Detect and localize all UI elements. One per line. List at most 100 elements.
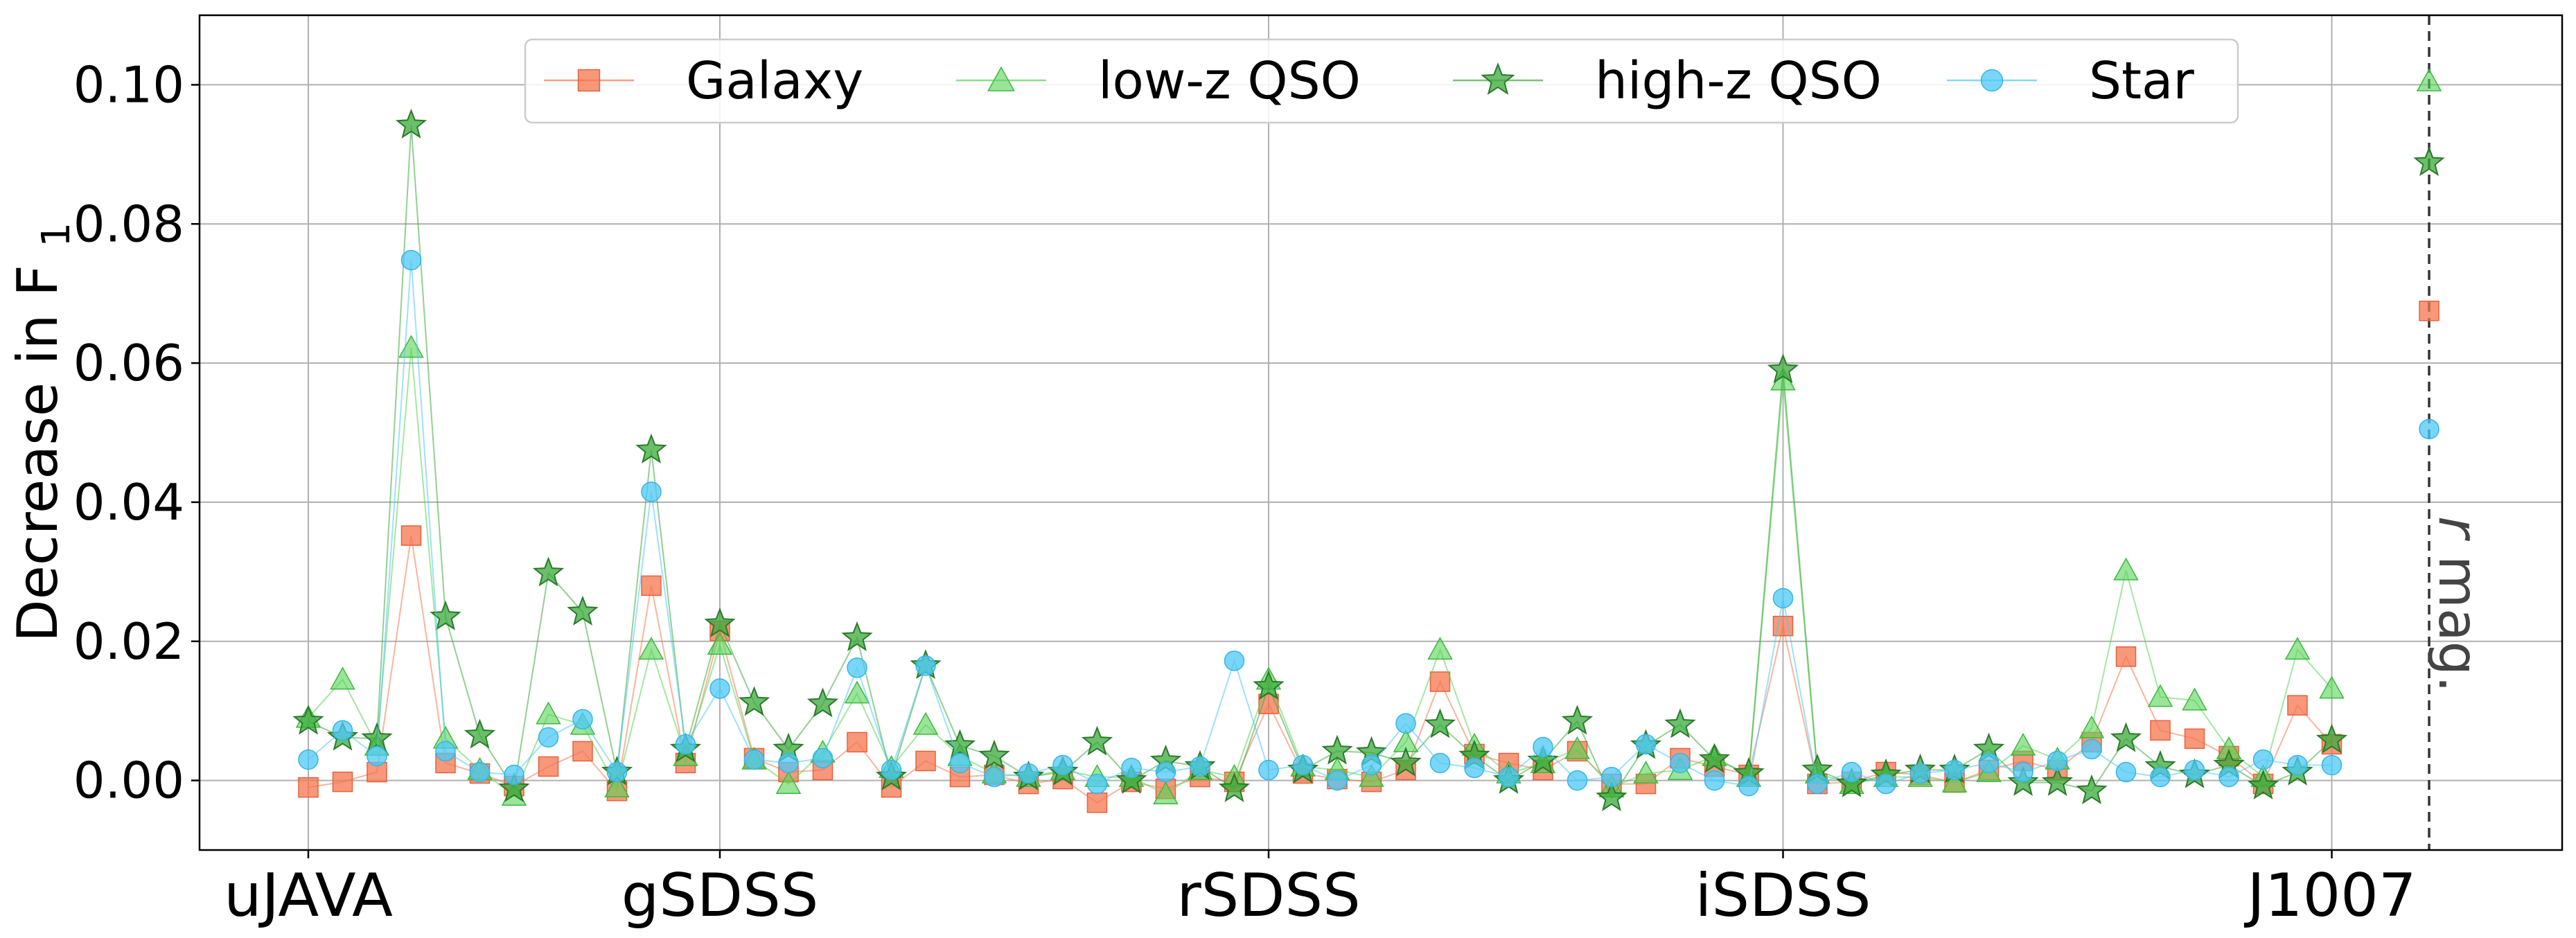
data-point bbox=[2081, 738, 2102, 760]
data-point bbox=[538, 756, 559, 777]
data-point bbox=[361, 722, 393, 752]
data-point bbox=[778, 752, 799, 774]
data-point bbox=[1498, 766, 1519, 788]
data-point bbox=[1807, 773, 1828, 795]
data-point bbox=[604, 775, 630, 797]
data-point bbox=[1427, 637, 1453, 660]
data-point bbox=[606, 761, 628, 783]
data-point bbox=[2041, 766, 2074, 796]
data-point bbox=[1153, 781, 1179, 805]
data-point bbox=[498, 772, 530, 802]
data-point bbox=[1327, 770, 1348, 791]
y-axis-label-subscript: 1 bbox=[34, 222, 79, 247]
data-point bbox=[1224, 651, 1245, 671]
data-point bbox=[2321, 754, 2343, 776]
data-point bbox=[1876, 773, 1896, 795]
data-point bbox=[2150, 766, 2171, 788]
data-point bbox=[292, 705, 324, 735]
data-point bbox=[812, 747, 833, 769]
data-point bbox=[1395, 713, 1416, 734]
data-point bbox=[367, 745, 387, 767]
data-point bbox=[806, 687, 839, 718]
data-point bbox=[775, 771, 802, 794]
series-star bbox=[298, 249, 2343, 797]
data-point bbox=[435, 741, 456, 762]
data-point bbox=[2218, 766, 2239, 788]
data-point bbox=[1941, 770, 1968, 793]
data-point bbox=[2110, 722, 2142, 752]
data-point bbox=[1767, 353, 1799, 384]
data-point bbox=[1292, 754, 1314, 776]
data-point bbox=[504, 764, 524, 786]
data-point bbox=[464, 718, 496, 749]
legend-label: Star bbox=[2089, 51, 2194, 111]
r-mag-point bbox=[2416, 68, 2442, 91]
data-point bbox=[572, 741, 593, 762]
data-point bbox=[915, 750, 936, 772]
data-point bbox=[1601, 766, 1622, 788]
legend-box bbox=[524, 38, 2239, 124]
legend-entry: high-z QSO bbox=[1453, 51, 1882, 111]
data-point bbox=[1115, 763, 1147, 794]
y-axis-label-text: Decrease in F bbox=[6, 265, 70, 642]
data-point bbox=[2182, 687, 2207, 711]
data-point bbox=[1359, 764, 1384, 787]
series-low-z-qso bbox=[295, 335, 2345, 806]
x-tick-label: iSDSS bbox=[1695, 861, 1871, 930]
data-point bbox=[1190, 756, 1210, 777]
series-high-z-qso bbox=[292, 108, 2348, 811]
r-mag-point bbox=[2419, 418, 2440, 440]
legend-label: high-z QSO bbox=[1595, 51, 1882, 111]
data-point bbox=[709, 678, 730, 699]
data-point bbox=[2079, 715, 2105, 738]
data-point bbox=[2247, 769, 2279, 799]
data-point bbox=[1978, 752, 2000, 774]
data-point bbox=[841, 621, 873, 651]
data-point bbox=[944, 729, 976, 759]
data-point bbox=[400, 525, 422, 546]
data-point bbox=[2150, 720, 2171, 741]
data-point bbox=[1258, 759, 1279, 781]
data-point bbox=[1361, 754, 1382, 776]
x-tick-label: rSDSS bbox=[1176, 861, 1360, 930]
legend: Galaxy low-z QSO high-z QSO Star bbox=[524, 38, 2239, 124]
data-point bbox=[1738, 775, 1759, 797]
data-point bbox=[1944, 759, 1965, 781]
data-point bbox=[1390, 746, 1422, 777]
legend-marker bbox=[987, 66, 1015, 91]
data-point bbox=[1086, 773, 1108, 795]
series-layer bbox=[292, 108, 2348, 813]
data-point bbox=[1704, 770, 1725, 791]
data-point bbox=[844, 680, 870, 704]
data-point bbox=[1321, 734, 1353, 765]
data-point bbox=[332, 720, 353, 741]
y-tick-label: 0.10 bbox=[73, 55, 184, 114]
data-point bbox=[2147, 684, 2173, 707]
data-point bbox=[2010, 732, 2036, 756]
y-axis-label: Decrease in F 1 bbox=[6, 222, 79, 642]
data-point bbox=[1155, 761, 1176, 783]
x-axis: uJAVA gSDSS rSDSS iSDSS J1007 bbox=[224, 850, 2417, 930]
data-point bbox=[912, 711, 939, 735]
legend-entry: Star bbox=[1947, 51, 2194, 111]
y-axis: 0.00 0.02 0.04 0.06 0.08 0.10 bbox=[73, 55, 200, 810]
series-line bbox=[308, 125, 2333, 799]
data-point bbox=[398, 335, 424, 358]
data-point bbox=[675, 734, 696, 755]
data-point bbox=[395, 108, 427, 139]
data-point bbox=[536, 701, 561, 725]
x-tick-label: uJAVA bbox=[224, 861, 393, 930]
data-point bbox=[298, 749, 319, 770]
data-point bbox=[978, 739, 1010, 770]
data-point bbox=[641, 575, 662, 596]
data-point bbox=[1533, 736, 1553, 758]
data-point bbox=[1567, 770, 1588, 791]
data-point bbox=[1909, 763, 1931, 784]
legend-marker bbox=[577, 69, 601, 92]
data-point bbox=[2184, 759, 2205, 781]
y-tick-label: 0.02 bbox=[73, 612, 184, 671]
data-point bbox=[430, 600, 461, 630]
data-point bbox=[2115, 646, 2137, 667]
data-point bbox=[1633, 760, 1659, 784]
data-point bbox=[1635, 734, 1657, 755]
